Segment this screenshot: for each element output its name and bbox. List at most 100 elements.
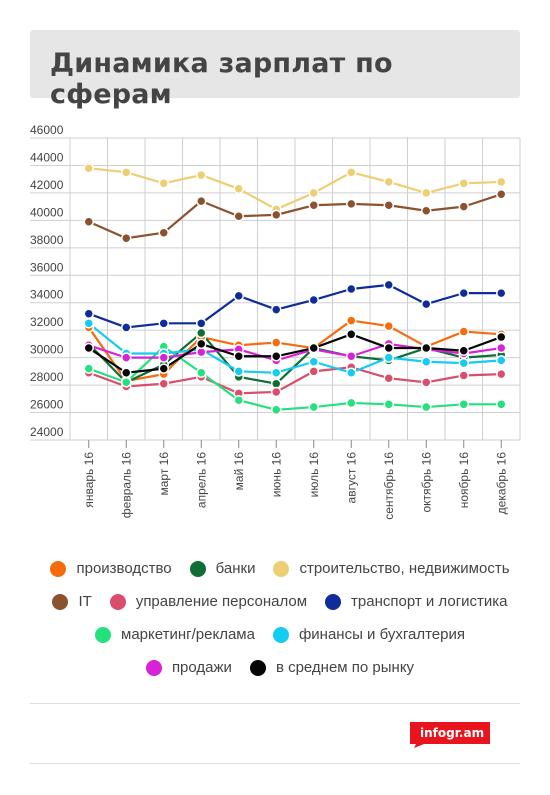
data-point [346, 315, 357, 326]
legend-label: управление персоналом [135, 593, 308, 610]
x-tick-label: май 16 [232, 452, 246, 491]
data-point [233, 394, 244, 406]
series-line [88, 342, 502, 362]
x-tick-label: декабрь 16 [494, 452, 508, 515]
legend-item[interactable]: маркетинг/реклама [95, 626, 255, 643]
legend-dot-icon [109, 593, 126, 610]
data-point [458, 178, 469, 189]
data-point [158, 363, 169, 374]
data-point [308, 294, 319, 306]
legend-item[interactable]: управление персоналом [109, 593, 308, 610]
line-chart: 24000 26000 28000 30000 32000 34000 36000 38000… [30, 123, 521, 520]
data-point [121, 367, 132, 378]
data-point [383, 200, 394, 211]
y-tick-label: 24000 [30, 425, 64, 439]
data-point [383, 342, 394, 354]
data-point [496, 355, 507, 366]
legend-label: маркетинг/реклама [121, 626, 255, 643]
data-point [308, 200, 319, 211]
legend-item[interactable]: финансы и бухгалтерия [272, 626, 465, 643]
series-line [88, 193, 502, 240]
series-line [88, 167, 502, 211]
data-point [271, 404, 282, 416]
data-point [346, 329, 357, 340]
y-tick-label: 40000 [30, 205, 64, 219]
chart-title: Динамика зарплат по сферам [50, 48, 393, 110]
title-box: Динамика зарплат по сферам [30, 30, 520, 110]
legend-item[interactable]: IT [52, 593, 92, 610]
legend-dot-icon [95, 626, 112, 643]
data-point [271, 209, 282, 221]
data-point [158, 227, 169, 238]
legend-row: IT управление персоналом транспорт и логис… [30, 585, 530, 618]
data-point [308, 401, 319, 413]
legend-item[interactable]: транспорт и логистика [325, 593, 508, 610]
legend-item[interactable]: строительство, недвижимость [273, 560, 510, 577]
legend-dot-icon [189, 560, 206, 577]
data-point [421, 342, 432, 354]
legend-dot-icon [52, 593, 69, 610]
y-tick-label: 46000 [30, 123, 64, 137]
legend-row: производство банки строительство, недвижим… [30, 552, 530, 585]
y-tick-label: 36000 [30, 260, 64, 274]
data-point [383, 399, 394, 410]
legend-item[interactable]: производство [50, 560, 172, 577]
legend-dot-icon [272, 626, 289, 643]
legend-item[interactable]: продажи [145, 659, 232, 676]
legend-dot-icon [145, 659, 162, 676]
data-point [421, 356, 432, 368]
data-point [233, 183, 244, 195]
data-point [121, 377, 132, 388]
data-point [158, 318, 169, 329]
y-tick-label: 42000 [30, 178, 64, 192]
data-point [458, 201, 469, 212]
legend-label: строительство, недвижимость [299, 560, 510, 577]
data-point [383, 279, 394, 291]
data-point [121, 232, 132, 244]
data-point [346, 283, 357, 295]
x-tick-label: сентябрь 16 [382, 452, 396, 520]
data-point [233, 290, 244, 302]
data-point [196, 195, 207, 207]
series-line [88, 366, 502, 395]
divider-bottom [30, 763, 520, 764]
data-point [346, 367, 357, 378]
x-tick-label: октябрь 16 [419, 452, 433, 513]
data-point [196, 169, 207, 181]
data-point [271, 367, 282, 378]
data-point [383, 320, 394, 332]
data-point [271, 351, 282, 362]
data-point [458, 399, 469, 410]
data-point [233, 366, 244, 377]
data-point [421, 187, 432, 199]
legend-dot-icon [273, 560, 290, 577]
infogram-logo[interactable]: infogr.am [410, 722, 490, 748]
data-point [83, 216, 94, 227]
data-point [496, 342, 507, 354]
data-point [383, 352, 394, 363]
data-point [196, 327, 207, 339]
legend-label: в среднем по рынку [275, 659, 415, 676]
data-point [458, 326, 469, 337]
data-point [421, 377, 432, 388]
x-tick-label: июнь 16 [269, 452, 283, 498]
data-point [121, 322, 132, 333]
data-point [458, 370, 469, 381]
data-point [83, 342, 94, 354]
series-line [88, 333, 502, 374]
y-tick-label: 38000 [30, 233, 64, 247]
data-point [196, 367, 207, 378]
legend-label: финансы и бухгалтерия [298, 626, 465, 643]
legend-item[interactable]: в среднем по рынку [249, 659, 415, 676]
data-point [83, 162, 94, 174]
data-point [121, 167, 132, 178]
data-point [496, 368, 507, 380]
legend-label: производство [76, 560, 172, 577]
legend-dot-icon [249, 659, 266, 676]
data-point [346, 167, 357, 178]
y-tick-label: 28000 [30, 370, 64, 384]
data-point [458, 357, 469, 369]
data-point [233, 210, 244, 222]
data-point [383, 372, 394, 384]
legend-item[interactable]: банки [189, 560, 255, 577]
